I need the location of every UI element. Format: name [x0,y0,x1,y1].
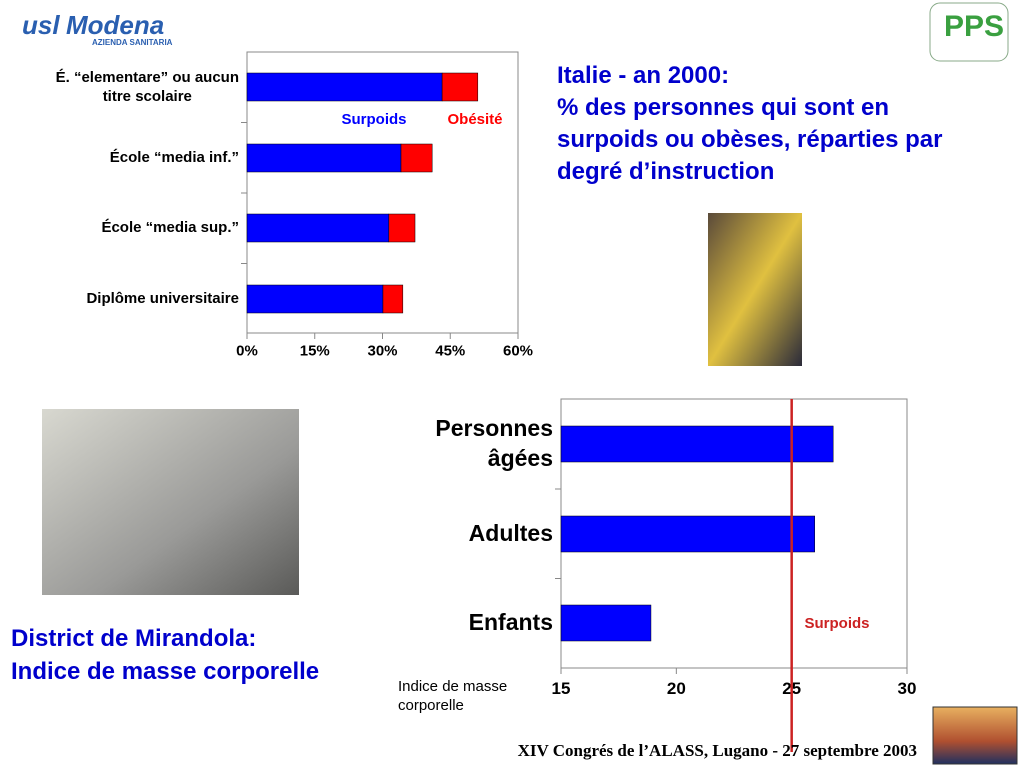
bar-segment [246,143,402,173]
x-axis-label: Indice de masse corporelle [398,678,508,714]
bar [560,425,834,463]
logo-subtitle: AZIENDA SANITARIA [92,38,173,47]
category-label: Personnes âgées [435,415,553,471]
category-label: École “media inf.” [109,149,239,167]
x-tick-label: 15% [300,342,330,359]
bar [560,604,652,642]
logo-box [929,2,1009,62]
logo-text: usl [22,10,60,40]
x-tick-label: 60% [503,342,533,359]
bar-segment [400,143,433,173]
bar-segment [441,72,479,102]
photo [708,213,802,366]
chart-title: Italie - an 2000: % des personnes qui so… [557,62,943,185]
x-tick-label: 30% [367,342,397,359]
bar-segment [382,284,404,314]
category-label: École “media sup.” [101,219,239,237]
bar-segment [388,213,416,243]
category-label: Diplôme universitaire [86,290,239,308]
x-tick-label: 0% [236,342,258,359]
bar-segment [246,213,390,243]
x-tick-label: 15 [552,679,571,698]
legend-label: Surpoids [341,111,406,128]
x-tick-label: 20 [667,679,686,698]
footer: XIV Congrés de l’ALASS, Lugano - 27 sept… [517,741,917,760]
bar-segment [246,72,443,102]
category-label: Enfants [468,609,553,636]
bar [560,515,815,553]
legend-label: Obésité [447,111,502,128]
category-label: Adultes [468,520,553,547]
category-label: É. “elementare” ou aucun titre scolaire [55,68,239,106]
chart-title: District de Mirandola: Indice de masse c… [11,625,320,685]
photo [932,706,1018,765]
bar-segment [246,284,384,314]
x-tick-label: 30 [898,679,917,698]
reference-label: Surpoids [804,615,869,632]
photo [42,409,299,595]
logo-text: Modena [66,10,165,40]
logo-text: PPS [944,10,1005,43]
x-tick-label: 45% [435,342,465,359]
